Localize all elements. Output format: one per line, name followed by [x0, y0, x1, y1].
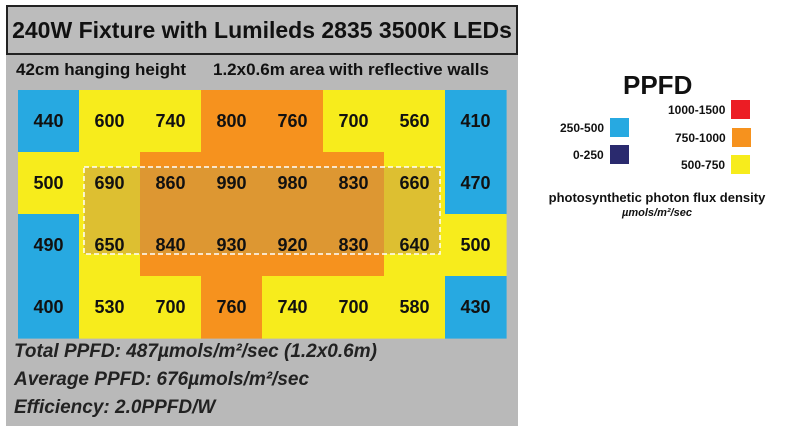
cell-value-label: 990 — [216, 173, 246, 193]
heatmap-cell — [201, 90, 263, 153]
legend-swatch-yellow — [731, 155, 751, 174]
heatmap-cell — [79, 276, 141, 339]
cell-value-label: 430 — [460, 297, 490, 317]
heatmap-cell — [18, 152, 80, 215]
heatmap-labels: 440 600 740 800 760 700 560 410 500 690 860 990 980 8… — [33, 111, 490, 317]
heatmap-cell — [79, 90, 141, 153]
legend-label: 0-250 — [573, 147, 604, 162]
cell-value-label: 650 — [94, 235, 124, 255]
cell-value-label: 640 — [399, 235, 429, 255]
heatmap-cell — [323, 90, 385, 153]
heatmap-cell — [262, 276, 324, 339]
total-ppfd: Total PPFD: 487µmols/m²/sec (1.2x0.6m) — [14, 341, 377, 362]
legend-title: PPFD — [623, 70, 693, 100]
legend-item-0-250: 0-250 — [573, 145, 629, 164]
heatmap-cell — [445, 214, 507, 277]
cell-value-label: 690 — [94, 173, 124, 193]
legend-item-750-1000: 750-1000 — [675, 128, 751, 147]
heatmap-cell — [445, 152, 507, 215]
legend-swatch-navy — [609, 145, 629, 164]
legend-swatch-red — [731, 100, 751, 119]
heatmap-cell — [445, 90, 507, 153]
cell-value-label: 740 — [155, 111, 185, 131]
subtitle-area: 1.2x0.6m area with reflective walls — [213, 60, 489, 79]
cell-value-label: 920 — [277, 235, 307, 255]
average-ppfd: Average PPFD: 676µmols/m²/sec — [14, 369, 310, 390]
heatmap-cell — [384, 276, 446, 339]
cell-value-label: 860 — [155, 173, 185, 193]
legend-swatch-blue — [610, 118, 630, 137]
legend-swatch-orange — [731, 128, 751, 147]
heatmap-cell — [18, 214, 80, 277]
legend-label: 750-1000 — [675, 130, 726, 145]
heatmap-cell — [201, 276, 263, 339]
legend-item-1000-1500: 1000-1500 — [668, 100, 751, 119]
heatmap-cell — [262, 90, 324, 153]
cell-value-label: 600 — [94, 111, 124, 131]
cell-value-label: 760 — [277, 111, 307, 131]
cell-value-label: 700 — [338, 297, 368, 317]
cell-value-label: 930 — [216, 235, 246, 255]
cell-value-label: 700 — [338, 111, 368, 131]
cell-value-label: 470 — [460, 173, 490, 193]
efficiency: Efficiency: 2.0PPFD/W — [14, 397, 216, 418]
cell-value-label: 700 — [155, 297, 185, 317]
heatmap-cell — [384, 90, 446, 153]
heatmap-cell — [140, 90, 202, 153]
heatmap-cell — [323, 276, 385, 339]
cell-value-label: 740 — [277, 297, 307, 317]
legend-unit: µmols/m²/sec — [622, 207, 692, 219]
cell-value-label: 660 — [399, 173, 429, 193]
canopy-area-overlay — [83, 166, 441, 255]
legend-label: 500-750 — [681, 157, 726, 172]
cell-value-label: 530 — [94, 297, 124, 317]
cell-value-label: 440 — [33, 111, 63, 131]
cell-value-label: 840 — [155, 235, 185, 255]
cell-value-label: 760 — [216, 297, 246, 317]
legend-label: 250-500 — [560, 120, 605, 135]
cell-value-label: 830 — [338, 173, 368, 193]
cell-value-label: 400 — [33, 297, 63, 317]
legend-label: 1000-1500 — [668, 102, 726, 117]
cell-value-label: 800 — [216, 111, 246, 131]
subtitle-height: 42cm hanging height — [16, 60, 187, 79]
heatmap-cell — [140, 276, 202, 339]
chart-title: 240W Fixture with Lumileds 2835 3500K LE… — [6, 5, 518, 55]
heatmap-cell — [18, 90, 80, 153]
legend-item-500-750: 500-750 — [681, 155, 751, 174]
cell-value-label: 410 — [460, 111, 490, 131]
heatmap-cells — [18, 90, 507, 339]
heatmap-cell — [445, 276, 507, 339]
legend-item-250-500: 250-500 — [560, 118, 630, 137]
legend-description: photosynthetic photon flux density — [548, 190, 766, 205]
cell-value-label: 500 — [460, 235, 490, 255]
cell-value-label: 980 — [277, 173, 307, 193]
heatmap-cell — [18, 276, 80, 339]
cell-value-label: 580 — [399, 297, 429, 317]
cell-value-label: 490 — [33, 235, 63, 255]
cell-value-label: 500 — [33, 173, 63, 193]
cell-value-label: 830 — [338, 235, 368, 255]
cell-value-label: 560 — [399, 111, 429, 131]
